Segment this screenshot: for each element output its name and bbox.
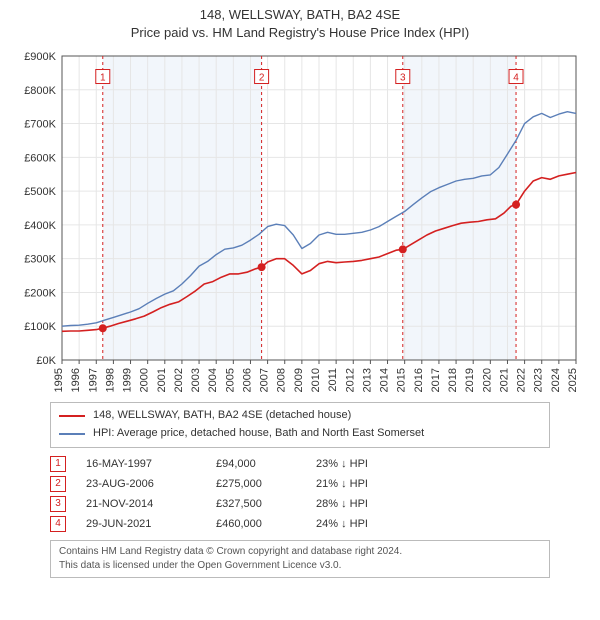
sales-table: 1 16-MAY-1997 £94,000 23% ↓ HPI 2 23-AUG-2006… bbox=[50, 454, 550, 534]
title-line2: Price paid vs. HM Land Registry's House … bbox=[0, 24, 600, 42]
sale-date: 23-AUG-2006 bbox=[86, 478, 196, 490]
legend-label-hpi: HPI: Average price, detached house, Bath… bbox=[93, 425, 424, 443]
svg-text:2018: 2018 bbox=[447, 368, 459, 392]
chart-area: £0K £100K £200K £300K £400K £500K £600K £700K £8… bbox=[14, 48, 586, 398]
sale-hpi-delta: 21% ↓ HPI bbox=[316, 478, 406, 490]
svg-text:2011: 2011 bbox=[327, 368, 339, 392]
sale-price: £94,000 bbox=[216, 458, 296, 470]
svg-text:2021: 2021 bbox=[498, 368, 510, 392]
svg-text:2006: 2006 bbox=[241, 368, 253, 392]
svg-text:£500K: £500K bbox=[24, 186, 56, 198]
legend-label-property: 148, WELLSWAY, BATH, BA2 4SE (detached h… bbox=[93, 407, 351, 425]
svg-text:2001: 2001 bbox=[156, 368, 168, 392]
svg-text:1: 1 bbox=[100, 73, 106, 84]
sale-price: £327,500 bbox=[216, 498, 296, 510]
svg-text:2016: 2016 bbox=[413, 368, 425, 392]
chart-titles: 148, WELLSWAY, BATH, BA2 4SE Price paid … bbox=[0, 0, 600, 42]
svg-text:2008: 2008 bbox=[276, 368, 288, 392]
svg-text:£800K: £800K bbox=[24, 85, 56, 97]
svg-text:2004: 2004 bbox=[207, 368, 219, 392]
sale-price: £275,000 bbox=[216, 478, 296, 490]
sales-row: 4 29-JUN-2021 £460,000 24% ↓ HPI bbox=[50, 514, 550, 534]
sale-hpi-delta: 24% ↓ HPI bbox=[316, 518, 406, 530]
sales-row: 3 21-NOV-2014 £327,500 28% ↓ HPI bbox=[50, 494, 550, 514]
svg-text:£400K: £400K bbox=[24, 220, 56, 232]
sale-marker-box: 2 bbox=[50, 476, 66, 492]
sale-marker-box: 3 bbox=[50, 496, 66, 512]
sale-date: 21-NOV-2014 bbox=[86, 498, 196, 510]
svg-text:2019: 2019 bbox=[464, 368, 476, 392]
legend-row-hpi: HPI: Average price, detached house, Bath… bbox=[59, 425, 541, 443]
legend-row-property: 148, WELLSWAY, BATH, BA2 4SE (detached h… bbox=[59, 407, 541, 425]
footer-line2: This data is licensed under the Open Gov… bbox=[59, 559, 541, 573]
svg-text:2012: 2012 bbox=[344, 368, 356, 392]
sale-price: £460,000 bbox=[216, 518, 296, 530]
svg-text:£0K: £0K bbox=[36, 355, 56, 367]
svg-text:2025: 2025 bbox=[567, 368, 579, 392]
svg-text:2020: 2020 bbox=[481, 368, 493, 392]
svg-text:2010: 2010 bbox=[310, 368, 322, 392]
svg-text:1998: 1998 bbox=[104, 368, 116, 392]
svg-text:£900K: £900K bbox=[24, 51, 56, 63]
sale-date: 29-JUN-2021 bbox=[86, 518, 196, 530]
svg-text:£100K: £100K bbox=[24, 322, 56, 334]
svg-text:1999: 1999 bbox=[122, 368, 134, 392]
svg-text:2007: 2007 bbox=[259, 368, 271, 392]
legend: 148, WELLSWAY, BATH, BA2 4SE (detached h… bbox=[50, 402, 550, 447]
footer-line1: Contains HM Land Registry data © Crown c… bbox=[59, 545, 541, 559]
sale-hpi-delta: 28% ↓ HPI bbox=[316, 498, 406, 510]
legend-swatch-hpi bbox=[59, 433, 85, 435]
svg-text:£200K: £200K bbox=[24, 288, 56, 300]
svg-text:2014: 2014 bbox=[379, 368, 391, 392]
svg-text:£700K: £700K bbox=[24, 119, 56, 131]
svg-text:2002: 2002 bbox=[173, 368, 185, 392]
svg-text:2015: 2015 bbox=[396, 368, 408, 392]
sales-row: 1 16-MAY-1997 £94,000 23% ↓ HPI bbox=[50, 454, 550, 474]
svg-text:£300K: £300K bbox=[24, 254, 56, 266]
svg-text:2013: 2013 bbox=[361, 368, 373, 392]
legend-swatch-property bbox=[59, 415, 85, 417]
svg-text:2023: 2023 bbox=[533, 368, 545, 392]
title-line1: 148, WELLSWAY, BATH, BA2 4SE bbox=[0, 6, 600, 24]
sales-row: 2 23-AUG-2006 £275,000 21% ↓ HPI bbox=[50, 474, 550, 494]
chart-svg: £0K £100K £200K £300K £400K £500K £600K £700K £8… bbox=[14, 48, 586, 398]
footer: Contains HM Land Registry data © Crown c… bbox=[50, 540, 550, 578]
sale-date: 16-MAY-1997 bbox=[86, 458, 196, 470]
svg-text:3: 3 bbox=[400, 73, 406, 84]
svg-text:2009: 2009 bbox=[293, 368, 305, 392]
svg-text:2000: 2000 bbox=[139, 368, 151, 392]
svg-text:2005: 2005 bbox=[224, 368, 236, 392]
svg-text:1996: 1996 bbox=[70, 368, 82, 392]
svg-text:£600K: £600K bbox=[24, 153, 56, 165]
svg-text:2: 2 bbox=[259, 73, 265, 84]
svg-text:1995: 1995 bbox=[53, 368, 65, 392]
svg-text:2024: 2024 bbox=[550, 368, 562, 392]
sale-marker-box: 4 bbox=[50, 516, 66, 532]
svg-text:1997: 1997 bbox=[87, 368, 99, 392]
svg-text:4: 4 bbox=[513, 73, 519, 84]
svg-text:2022: 2022 bbox=[516, 368, 528, 392]
sale-hpi-delta: 23% ↓ HPI bbox=[316, 458, 406, 470]
svg-text:2003: 2003 bbox=[190, 368, 202, 392]
sale-marker-box: 1 bbox=[50, 456, 66, 472]
svg-text:2017: 2017 bbox=[430, 368, 442, 392]
